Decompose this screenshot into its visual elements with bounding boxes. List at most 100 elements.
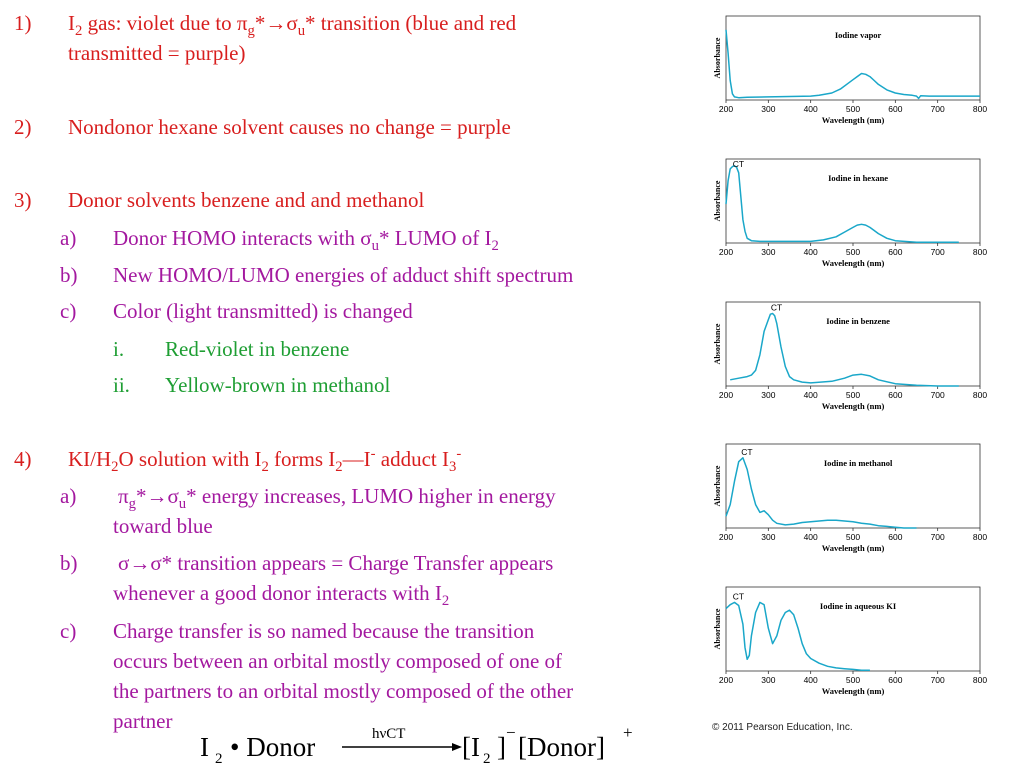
spectrum-chart-iodine-methanol: 200 300 400 500 600 700 800 Wavelength (nm) Abso… bbox=[706, 440, 996, 560]
x-tick-label: 400 bbox=[804, 675, 818, 685]
equation-rhs-close: ] bbox=[497, 732, 506, 762]
spectrum-line bbox=[725, 457, 917, 529]
ct-annotation: CT bbox=[733, 159, 744, 169]
x-tick-label: 200 bbox=[719, 104, 733, 114]
equation-lhs-subscript: 2 bbox=[215, 751, 223, 767]
x-tick-label: 700 bbox=[931, 104, 945, 114]
spectrum-chart-iodine-benzene: 200 300 400 500 600 700 800 Wavelength (nm) Abso… bbox=[706, 298, 996, 418]
spectrum-chart-iodine-vapor: 200 300 400 500 600 700 800 Wavelength (nm) Abso… bbox=[706, 12, 996, 132]
chart-title: Iodine in methanol bbox=[824, 458, 893, 468]
equation-rhs-donor: [Donor] bbox=[518, 732, 605, 762]
x-tick-label: 200 bbox=[719, 532, 733, 542]
x-tick-label: 500 bbox=[846, 390, 860, 400]
x-tick-label: 700 bbox=[931, 675, 945, 685]
x-tick-label: 300 bbox=[761, 247, 775, 257]
x-tick-label: 600 bbox=[888, 390, 902, 400]
x-tick-label: 400 bbox=[804, 390, 818, 400]
x-tick-label: 500 bbox=[846, 247, 860, 257]
chart-title: Iodine in hexane bbox=[828, 173, 888, 183]
x-tick-label: 800 bbox=[973, 104, 987, 114]
y-axis-label: Absorbance bbox=[713, 323, 722, 364]
x-tick-label: 300 bbox=[761, 104, 775, 114]
equation-rhs-minus: − bbox=[506, 723, 516, 742]
item-3b-number: b) bbox=[60, 263, 78, 287]
x-tick-label: 600 bbox=[888, 104, 902, 114]
chart-title: Iodine in aqueous KI bbox=[820, 601, 897, 611]
item-4c-number: c) bbox=[60, 619, 77, 643]
item-4b-line-2: whenever a good donor interacts with I2 bbox=[113, 581, 450, 610]
spectrum-chart-iodine-hexane: 200 300 400 500 600 700 800 Wavelength (nm) Abso… bbox=[706, 155, 996, 275]
charge-transfer-equation: I 2 • Donor hνCT [I 2 ] − [Donor] + bbox=[200, 723, 633, 767]
item-1-number: 1) bbox=[14, 11, 32, 35]
x-axis-label: Wavelength (nm) bbox=[822, 115, 885, 125]
x-axis-label: Wavelength (nm) bbox=[822, 401, 885, 411]
spectrum-line bbox=[725, 601, 870, 671]
item-4b-line-1: σ→σ* transition appears = Charge Transfe… bbox=[118, 551, 554, 575]
item-4c-line-4: partner bbox=[113, 709, 173, 733]
x-tick-label: 300 bbox=[761, 532, 775, 542]
equation-arrow-label: hνCT bbox=[372, 726, 405, 742]
plot-frame bbox=[725, 301, 981, 387]
equation-rhs-subscript: 2 bbox=[483, 751, 491, 767]
plot-frame bbox=[725, 586, 981, 672]
x-tick-label: 700 bbox=[931, 390, 945, 400]
x-axis-label: Wavelength (nm) bbox=[822, 543, 885, 553]
item-3b-text: New HOMO/LUMO energies of adduct shift s… bbox=[113, 263, 574, 287]
item-3a-number: a) bbox=[60, 226, 77, 250]
equation-lhs-donor: • Donor bbox=[230, 732, 315, 762]
y-axis-label: Absorbance bbox=[713, 465, 722, 506]
item-1-line-2: transmitted = purple) bbox=[68, 41, 246, 65]
item-3cii-text: Yellow-brown in methanol bbox=[165, 373, 391, 397]
item-2-number: 2) bbox=[14, 115, 32, 139]
x-tick-label: 500 bbox=[846, 532, 860, 542]
y-axis-label: Absorbance bbox=[713, 180, 722, 221]
plot-frame bbox=[725, 15, 981, 101]
plot-frame bbox=[725, 158, 981, 244]
item-3cii-number: ii. bbox=[113, 373, 130, 397]
item-2-text: Nondonor hexane solvent causes no change… bbox=[68, 115, 511, 139]
y-axis-label: Absorbance bbox=[713, 608, 722, 649]
item-4c-line-1: Charge transfer is so named because the … bbox=[113, 619, 535, 643]
item-3a-text: Donor HOMO interacts with σu* LUMO of I2 bbox=[113, 226, 499, 255]
x-tick-label: 200 bbox=[719, 247, 733, 257]
copyright-notice: © 2011 Pearson Education, Inc. bbox=[712, 722, 853, 733]
plot-frame bbox=[725, 443, 981, 529]
item-3-text: Donor solvents benzene and and methanol bbox=[68, 188, 425, 212]
chart-title: Iodine vapor bbox=[835, 30, 882, 40]
x-axis-label: Wavelength (nm) bbox=[822, 258, 885, 268]
x-tick-label: 500 bbox=[846, 675, 860, 685]
item-4a-line-1: πg*→σu* energy increases, LUMO higher in… bbox=[118, 484, 556, 513]
x-tick-label: 600 bbox=[888, 532, 902, 542]
item-3-number: 3) bbox=[14, 188, 32, 212]
equation-lhs-i: I bbox=[200, 732, 209, 762]
item-3ci-number: i. bbox=[113, 337, 125, 361]
item-3ci-text: Red-violet in benzene bbox=[165, 337, 350, 361]
x-tick-label: 800 bbox=[973, 247, 987, 257]
ct-annotation: CT bbox=[733, 591, 744, 601]
item-3c-text: Color (light transmitted) is changed bbox=[113, 299, 413, 323]
item-4b-number: b) bbox=[60, 551, 78, 575]
x-tick-label: 200 bbox=[719, 390, 733, 400]
equation-arrowhead bbox=[452, 743, 462, 751]
x-tick-label: 200 bbox=[719, 675, 733, 685]
x-tick-label: 400 bbox=[804, 247, 818, 257]
spectrum-line bbox=[725, 165, 959, 243]
x-tick-label: 300 bbox=[761, 390, 775, 400]
item-4-number: 4) bbox=[14, 447, 32, 471]
x-tick-label: 400 bbox=[804, 104, 818, 114]
item-3c-number: c) bbox=[60, 299, 77, 323]
item-1-line-1: I2 gas: violet due to πg*→σu* transition… bbox=[68, 11, 517, 40]
x-tick-label: 600 bbox=[888, 675, 902, 685]
equation-rhs-plus: + bbox=[623, 723, 633, 742]
x-tick-label: 700 bbox=[931, 532, 945, 542]
item-4-text: KI/H2O solution with I2 forms I2—I- addu… bbox=[68, 446, 462, 476]
item-4c-line-2: occurs between an orbital mostly compose… bbox=[113, 649, 563, 673]
y-axis-label: Absorbance bbox=[713, 37, 722, 78]
item-4a-number: a) bbox=[60, 484, 77, 508]
spectrum-line bbox=[725, 29, 980, 100]
ct-annotation: CT bbox=[741, 447, 752, 457]
chart-title: Iodine in benzene bbox=[826, 316, 890, 326]
equation-rhs-bracket-i: [I bbox=[462, 732, 480, 762]
x-axis-label: Wavelength (nm) bbox=[822, 686, 885, 696]
x-tick-label: 800 bbox=[973, 675, 987, 685]
